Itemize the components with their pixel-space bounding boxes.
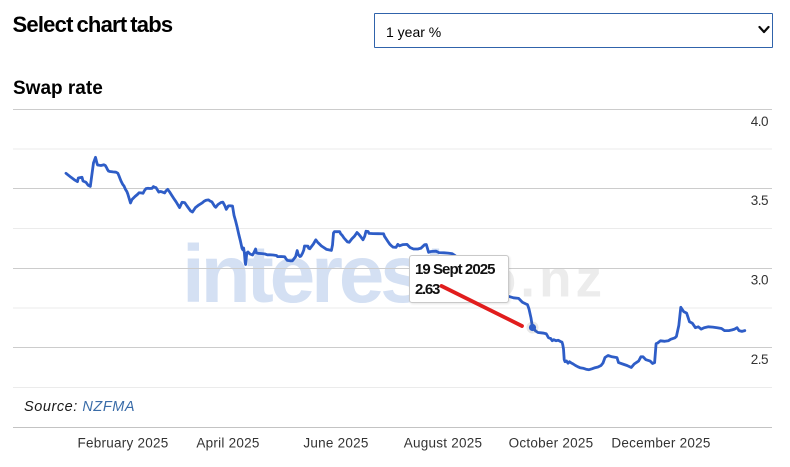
svg-text:3.5: 3.5 <box>751 193 768 208</box>
svg-text:2.5: 2.5 <box>751 352 768 367</box>
svg-text:April 2025: April 2025 <box>196 436 259 451</box>
svg-text:June 2025: June 2025 <box>303 436 368 451</box>
svg-text:4.0: 4.0 <box>751 114 768 129</box>
svg-text:February 2025: February 2025 <box>77 436 168 451</box>
svg-text:August 2025: August 2025 <box>404 436 483 451</box>
svg-text:October 2025: October 2025 <box>509 436 594 451</box>
svg-text:December 2025: December 2025 <box>611 436 710 451</box>
svg-text:3.0: 3.0 <box>751 273 768 288</box>
